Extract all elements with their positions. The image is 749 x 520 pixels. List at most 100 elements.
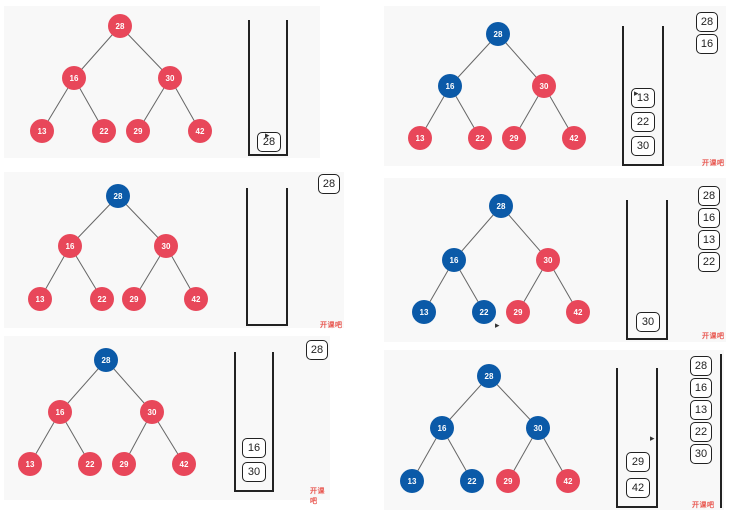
tree-node-28 xyxy=(108,14,132,38)
tree-node-label: 16 xyxy=(446,82,455,91)
tree-node-13 xyxy=(412,300,436,324)
tree-node-label: 28 xyxy=(497,202,506,211)
tree-node-28 xyxy=(477,364,501,388)
tree-node-label: 22 xyxy=(98,295,107,304)
panel-step-1: 28 16 30 13 22 29 42 28 ▸ xyxy=(4,6,320,158)
tree-node-label: 13 xyxy=(408,477,417,486)
tree-node-label: 13 xyxy=(36,295,45,304)
tree-node-42 xyxy=(556,469,580,493)
tree-node-42 xyxy=(566,300,590,324)
tree-node-13 xyxy=(30,119,54,143)
tree-node-28 xyxy=(486,22,510,46)
tree-node-label: 30 xyxy=(148,408,157,417)
stack-container xyxy=(246,188,288,326)
tree-node-label: 30 xyxy=(534,424,543,433)
tree-node-13 xyxy=(28,287,52,311)
tree-node-22 xyxy=(78,452,102,476)
watermark-logo: 开课吧 xyxy=(702,333,725,340)
tree-node-22 xyxy=(468,126,492,150)
tree-node-label: 42 xyxy=(564,477,573,486)
mouse-cursor-icon: ▸ xyxy=(634,88,639,98)
tree-node-30 xyxy=(140,400,164,424)
output-item: 28 xyxy=(690,356,712,376)
tree-node-label: 13 xyxy=(416,134,425,143)
watermark-logo: 开课吧 xyxy=(702,160,725,167)
binary-tree-diagram: 28 16 30 13 22 29 42 xyxy=(30,14,212,143)
tree-node-30 xyxy=(154,234,178,258)
stack-item: 28 xyxy=(257,132,281,152)
tree-node-label: 16 xyxy=(438,424,447,433)
tree-node-label: 28 xyxy=(114,192,123,201)
tree-node-label: 29 xyxy=(504,477,513,486)
tree-node-label: 22 xyxy=(468,477,477,486)
tree-node-label: 42 xyxy=(192,295,201,304)
tree-node-label: 29 xyxy=(134,127,143,136)
binary-tree-diagram: 28 16 30 13 22 29 42 xyxy=(400,364,580,493)
tree-node-16 xyxy=(58,234,82,258)
tree-node-30 xyxy=(158,66,182,90)
stack-item: 30 xyxy=(242,462,266,482)
tree-node-30 xyxy=(532,74,556,98)
tree-node-16 xyxy=(48,400,72,424)
tree-node-13 xyxy=(408,126,432,150)
output-item: 28 xyxy=(318,174,340,194)
tree-node-label: 13 xyxy=(26,460,35,469)
stack-container: 16 30 xyxy=(234,352,274,492)
tree-node-label: 16 xyxy=(56,408,65,417)
tree-node-42 xyxy=(172,452,196,476)
tree-node-42 xyxy=(562,126,586,150)
binary-tree-diagram: 28 16 30 13 22 29 42 xyxy=(28,184,208,311)
tree-node-label: 29 xyxy=(120,460,129,469)
tree-node-label: 42 xyxy=(180,460,189,469)
tree-node-28 xyxy=(489,194,513,218)
tree-node-29 xyxy=(506,300,530,324)
output-item: 28 xyxy=(698,186,720,206)
tree-node-label: 16 xyxy=(66,242,75,251)
output-item: 28 xyxy=(696,12,718,32)
tree-node-label: 29 xyxy=(510,134,519,143)
tree-node-label: 28 xyxy=(102,356,111,365)
stack-container: 30 xyxy=(626,200,668,340)
tree-node-13 xyxy=(18,452,42,476)
stack-item: 22 xyxy=(631,112,655,132)
tree-node-label: 28 xyxy=(116,22,125,31)
tree-node-29 xyxy=(126,119,150,143)
tree-node-42 xyxy=(184,287,208,311)
mouse-cursor-icon: ▸ xyxy=(265,130,270,140)
output-item: 16 xyxy=(696,34,718,54)
tree-node-label: 29 xyxy=(514,308,523,317)
output-item: 16 xyxy=(698,208,720,228)
tree-node-30 xyxy=(536,248,560,272)
watermark-logo: 开课吧 xyxy=(692,502,715,509)
output-item: 30 xyxy=(690,444,712,464)
tree-node-29 xyxy=(112,452,136,476)
panel-step-3: 28 16 30 13 22 29 42 16 30 28 开课吧 xyxy=(4,336,330,505)
tree-node-22 xyxy=(90,287,114,311)
stack-item: 30 xyxy=(636,312,660,332)
panel-step-2: 28 16 30 13 22 29 42 28 开课吧 xyxy=(4,172,344,329)
tree-node-16 xyxy=(430,416,454,440)
output-item: 22 xyxy=(690,422,712,442)
output-item: 22 xyxy=(698,252,720,272)
tree-node-label: 28 xyxy=(494,30,503,39)
binary-tree-diagram: 28 16 30 13 22 29 42 xyxy=(18,348,196,476)
tree-node-label: 22 xyxy=(480,308,489,317)
tree-node-label: 30 xyxy=(540,82,549,91)
mouse-cursor-icon: ▸ xyxy=(495,320,500,330)
stack-item: 30 xyxy=(631,136,655,156)
tree-node-label: 13 xyxy=(38,127,47,136)
tree-node-22 xyxy=(460,469,484,493)
tree-node-label: 16 xyxy=(70,74,79,83)
tree-node-42 xyxy=(188,119,212,143)
stack-container: 13 22 30 xyxy=(622,26,664,166)
watermark-logo: 开课吧 xyxy=(320,322,343,329)
binary-tree-diagram: 28 16 30 13 22 29 42 xyxy=(408,22,586,150)
stack-item: 29 xyxy=(626,452,650,472)
panel-step-4: 28 16 30 13 22 29 42 13 22 30 ▸ 28 16 开课吧 xyxy=(384,6,726,167)
tree-node-label: 30 xyxy=(544,256,553,265)
output-item: 28 xyxy=(306,340,328,360)
divider xyxy=(720,354,722,508)
output-item: 13 xyxy=(690,400,712,420)
tree-node-label: 42 xyxy=(196,127,205,136)
tree-node-label: 16 xyxy=(450,256,459,265)
